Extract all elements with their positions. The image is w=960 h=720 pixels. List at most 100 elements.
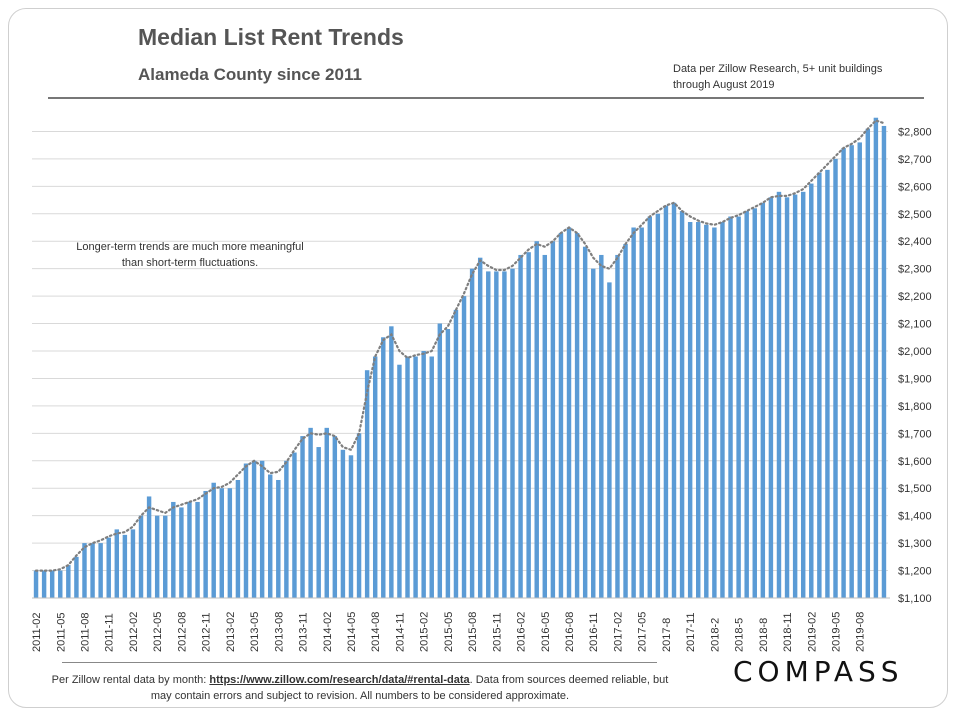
y-tick-label: $2,200	[898, 291, 932, 303]
y-tick-label: $2,400	[898, 236, 932, 248]
bar	[752, 208, 757, 599]
bar	[550, 241, 556, 598]
bar	[138, 515, 144, 598]
bar	[243, 463, 249, 598]
bar	[768, 197, 774, 599]
y-tick-label: $1,300	[898, 538, 932, 550]
x-tick-label: 2012-05	[152, 612, 164, 652]
x-tick-label: 2014-02	[322, 612, 334, 652]
bar	[122, 534, 128, 598]
bar	[655, 213, 661, 598]
bar	[647, 216, 652, 598]
trend-line-layer	[34, 119, 886, 572]
x-tick-label: 2018-11	[782, 612, 794, 652]
x-tick-label: 2014-08	[370, 612, 382, 652]
bar	[41, 570, 47, 598]
y-tick-label: $2,500	[898, 209, 932, 221]
bar	[631, 227, 636, 598]
bar	[259, 460, 265, 598]
bar	[421, 351, 426, 598]
trend-line	[34, 119, 886, 572]
bars	[33, 117, 887, 599]
x-tick-label: 2011-02	[31, 612, 43, 652]
bar	[348, 455, 354, 598]
bar	[728, 216, 733, 598]
x-tick-label: 2012-11	[201, 612, 213, 652]
x-tick-label: 2018-2	[709, 618, 721, 652]
x-tick-label: 2015-05	[443, 612, 455, 652]
bar	[308, 427, 313, 598]
bar	[90, 543, 95, 598]
x-tick-label: 2013-02	[225, 612, 237, 652]
bar	[332, 436, 338, 598]
bar	[679, 211, 685, 599]
x-tick-label: 2018-8	[758, 618, 770, 652]
bar	[82, 543, 87, 598]
footer-prefix: Per Zillow rental data by month:	[51, 674, 210, 686]
x-tick-label: 2019-02	[806, 612, 818, 652]
bar	[154, 515, 160, 598]
bar	[300, 436, 305, 598]
bar	[106, 537, 111, 598]
bar	[316, 447, 321, 598]
bar	[33, 570, 39, 598]
x-tick-label: 2016-08	[564, 612, 576, 652]
bar	[284, 460, 289, 598]
bar	[526, 252, 531, 598]
footer-text: Per Zillow rental data by month: https:/…	[40, 672, 680, 704]
bar	[849, 145, 854, 598]
bar	[720, 222, 725, 598]
bar	[372, 356, 378, 598]
bar	[66, 565, 71, 598]
bar	[356, 433, 362, 598]
y-tick-label: $2,000	[898, 346, 932, 358]
bar	[615, 254, 620, 598]
bar	[163, 515, 168, 598]
compass-logo: COMPASS	[733, 655, 904, 688]
x-tick-label: 2017-11	[685, 612, 697, 652]
bar	[146, 496, 152, 598]
bar	[502, 271, 507, 598]
bar	[324, 427, 329, 598]
bar	[429, 356, 434, 598]
bar	[542, 254, 548, 598]
x-tick-label: 2011-08	[79, 612, 91, 652]
y-tick-label: $2,600	[898, 181, 932, 193]
source-note: Data per Zillow Research, 5+ unit buildi…	[673, 63, 883, 91]
zillow-data-link[interactable]: https://www.zillow.com/research/data/#re…	[209, 674, 470, 686]
y-axis-ticks: $1,100 $1,200 $1,300 $1,400 $1,500 $1,600 $1,7…	[898, 126, 932, 605]
bar	[203, 490, 208, 598]
y-tick-label: $2,300	[898, 264, 932, 276]
bar	[469, 268, 475, 598]
x-tick-label: 2017-02	[612, 612, 624, 652]
bar	[49, 570, 55, 598]
bar	[696, 222, 701, 598]
bar	[453, 309, 459, 598]
chart-subtitle: Alameda County since 2011	[138, 65, 362, 84]
footer-suffix: . Data from sources deemed reliable, but…	[150, 674, 669, 702]
bar	[841, 147, 846, 598]
bar	[865, 128, 871, 598]
y-tick-label: $2,100	[898, 319, 932, 331]
bar	[211, 482, 216, 598]
bar	[760, 202, 766, 599]
bar	[881, 125, 887, 598]
bar	[566, 227, 572, 598]
bar	[494, 271, 499, 598]
x-tick-label: 2015-11	[491, 612, 503, 652]
bar	[704, 224, 709, 598]
chart-annotation: Longer-term trends are much more meaning…	[76, 241, 304, 269]
bar	[857, 142, 862, 598]
bar	[58, 570, 63, 598]
bar	[510, 268, 515, 598]
y-tick-label: $1,600	[898, 456, 932, 468]
x-tick-label: 2015-02	[419, 612, 431, 652]
bar	[413, 356, 418, 598]
bar	[268, 474, 273, 598]
y-tick-label: $1,700	[898, 428, 932, 440]
bar	[276, 479, 281, 598]
x-tick-label: 2015-08	[467, 612, 479, 652]
bar	[744, 211, 749, 599]
x-tick-label: 2011-05	[55, 612, 67, 652]
